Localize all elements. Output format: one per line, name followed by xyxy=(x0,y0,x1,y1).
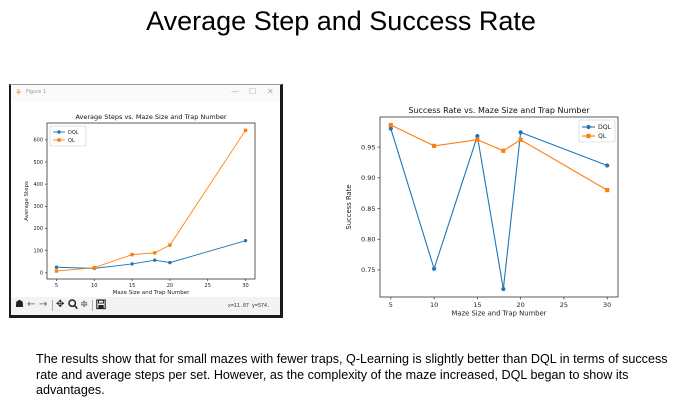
x-tick-label: 5 xyxy=(55,283,58,289)
y-tick-label: 400 xyxy=(33,182,43,188)
legend-label-ql: QL xyxy=(68,138,75,144)
series-line-dql xyxy=(390,128,608,290)
chart-title: Success Rate vs. Maze Size and Trap Numb… xyxy=(408,106,590,115)
cursor-coordinates: x=11.07 y=574. xyxy=(227,303,270,309)
x-tick-label: 10 xyxy=(91,283,97,289)
y-tick-label: 500 xyxy=(33,160,43,166)
data-point-dql xyxy=(130,262,134,266)
window-titlebar: ⚘ Figure 1 — ☐ ✕ xyxy=(11,85,280,101)
legend-label-dql: DQL xyxy=(68,130,79,136)
data-point-dql xyxy=(168,260,172,265)
data-point-ql xyxy=(153,251,157,255)
data-point-ql xyxy=(605,188,610,193)
data-point-dql xyxy=(605,163,610,168)
pan-icon[interactable]: ✥ xyxy=(56,299,65,310)
x-tick-label: 25 xyxy=(560,301,568,309)
window-title: Figure 1 xyxy=(26,89,47,95)
data-point-ql xyxy=(168,243,172,247)
data-point-ql xyxy=(130,252,134,257)
legend-marker-dql xyxy=(586,124,591,130)
data-point-ql xyxy=(475,137,480,142)
x-axis-label: Maze Size and Trap Number xyxy=(452,310,547,318)
axes-frame xyxy=(46,122,256,280)
x-tick-label: 5 xyxy=(389,301,393,309)
chart-title: Average Steps vs. Maze Size and Trap Num… xyxy=(75,113,226,121)
x-tick-label: 30 xyxy=(603,301,611,309)
axes-frame xyxy=(379,116,619,298)
y-tick-label: 0 xyxy=(40,271,43,277)
y-tick-label: 0.85 xyxy=(361,205,375,213)
data-point-dql xyxy=(54,265,59,269)
x-axis-label: Maze Size and Trap Number xyxy=(113,290,191,296)
y-axis-label: Average Steps xyxy=(24,181,30,221)
data-point-dql xyxy=(501,286,506,292)
x-tick-label: 30 xyxy=(242,283,248,289)
y-tick-label: 0.95 xyxy=(361,143,375,151)
slide-title: Average Step and Success Rate xyxy=(146,6,536,36)
back-arrow-icon[interactable]: ← xyxy=(27,299,36,310)
y-tick-label: 100 xyxy=(33,248,43,254)
y-tick-label: 300 xyxy=(33,204,43,210)
close-button[interactable]: ✕ xyxy=(267,87,274,96)
forward-arrow-icon[interactable]: → xyxy=(39,299,48,310)
data-point-ql xyxy=(388,122,393,128)
x-tick-label: 15 xyxy=(473,301,481,309)
toolbar-separator xyxy=(52,300,53,311)
y-tick-label: 200 xyxy=(33,226,43,232)
data-point-ql xyxy=(518,137,523,142)
x-tick-label: 25 xyxy=(205,283,211,289)
y-tick-label: 0.90 xyxy=(361,174,375,182)
x-tick-label: 20 xyxy=(516,301,524,309)
y-tick-label: 0.75 xyxy=(361,266,375,274)
data-point-ql xyxy=(92,265,96,270)
data-point-dql xyxy=(518,130,523,135)
series-line-ql xyxy=(56,130,246,272)
data-point-dql xyxy=(388,126,393,131)
minimize-button[interactable]: — xyxy=(231,87,239,96)
slide-caption: The results show that for small mazes wi… xyxy=(36,352,668,397)
legend-marker-ql xyxy=(57,138,61,142)
data-point-ql xyxy=(501,148,506,153)
data-point-dql xyxy=(153,258,157,262)
data-point-ql xyxy=(243,128,248,133)
maximize-button[interactable]: ☐ xyxy=(249,87,257,96)
x-tick-label: 10 xyxy=(430,301,438,309)
y-axis-label: Success Rate xyxy=(345,184,353,229)
data-point-ql xyxy=(54,269,59,273)
navigation-toolbar: ☗ ← → ✥ ≑ x=11.07 y=574. xyxy=(11,297,280,315)
legend-label-ql: QL xyxy=(598,133,607,140)
configure-subplots-icon[interactable]: ≑ xyxy=(80,299,89,310)
x-tick-label: 15 xyxy=(129,283,135,289)
y-tick-label: 0.80 xyxy=(361,236,375,244)
home-icon[interactable]: ☗ xyxy=(15,299,24,310)
zoom-icon[interactable] xyxy=(68,299,78,314)
series-line-ql xyxy=(390,124,608,191)
save-icon[interactable] xyxy=(96,299,106,314)
legend-marker-ql xyxy=(586,133,591,139)
x-tick-label: 20 xyxy=(167,283,173,289)
data-point-dql xyxy=(243,238,248,243)
matplotlib-icon: ⚘ xyxy=(15,88,23,97)
toolbar-separator xyxy=(92,300,93,311)
legend-label-dql: DQL xyxy=(598,124,612,131)
data-point-ql xyxy=(431,143,437,148)
data-point-dql xyxy=(431,266,437,271)
legend-marker-dql xyxy=(57,130,61,134)
y-tick-label: 600 xyxy=(33,138,43,144)
data-point-dql xyxy=(475,133,480,139)
